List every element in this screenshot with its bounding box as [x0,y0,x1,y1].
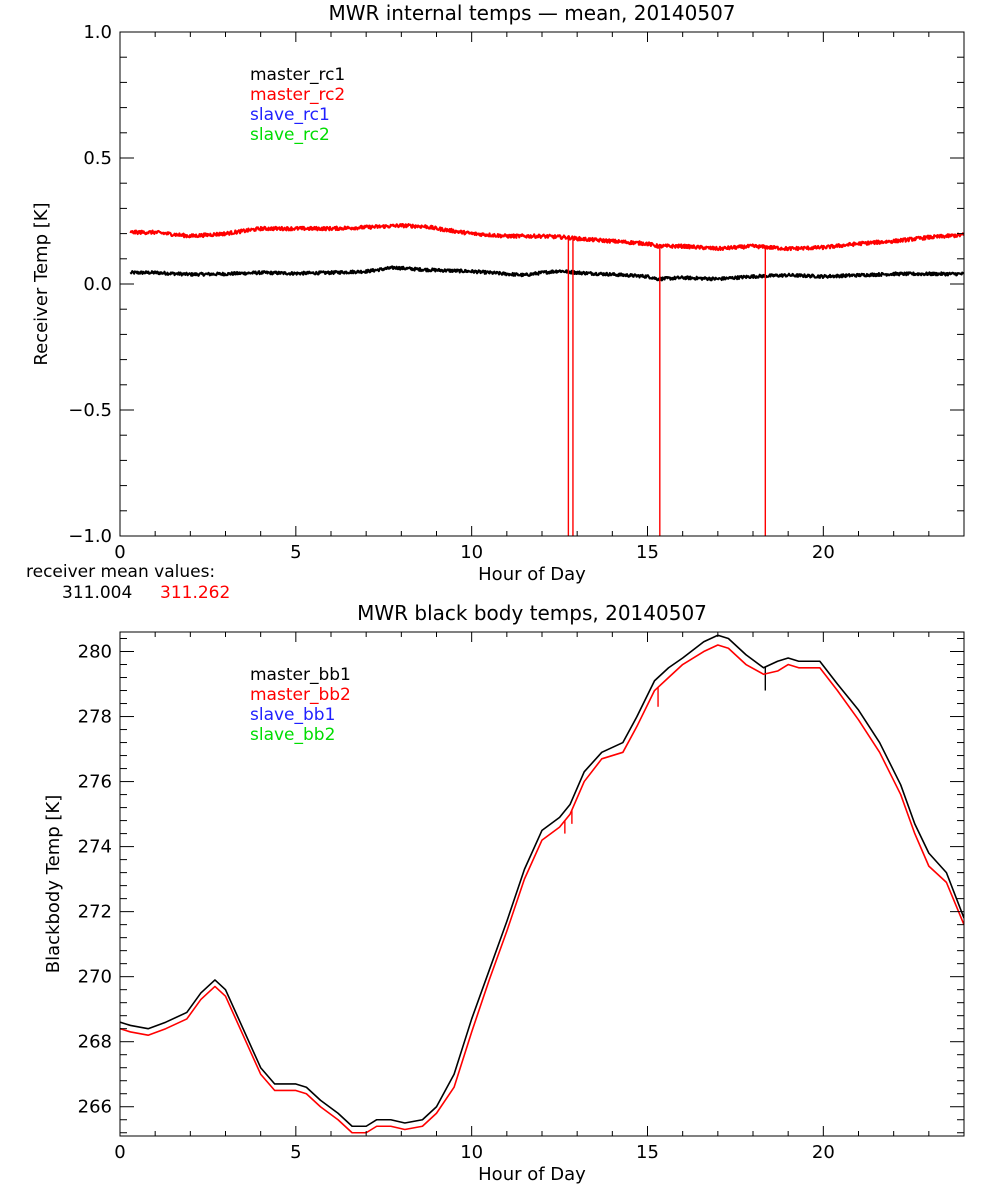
y-axis-label: Blackbody Temp [K] [43,795,64,973]
y-tick-label: 272 [78,902,112,923]
chart-title: MWR internal temps — mean, 20140507 [328,1,735,25]
x-tick-label: 20 [812,1142,835,1163]
x-tick-label: 0 [114,542,125,563]
y-tick-label: 0.5 [83,148,112,169]
legend-entry: master_bb1 [250,665,351,685]
y-tick-label: 274 [78,837,112,858]
x-tick-label: 20 [812,542,835,563]
y-tick-label: 276 [78,772,112,793]
x-axis-label: Hour of Day [478,564,586,585]
receiver-mean-master-value: 311.004 [62,583,132,603]
x-tick-label: 5 [290,542,301,563]
y-tick-label: −1.0 [68,526,112,547]
legend-entry: master_rc2 [250,85,345,105]
plot-frame [119,631,965,1137]
series-line-master_rc1 [129,265,964,282]
receiver-mean-label: receiver mean values: [26,562,215,582]
y-tick-label: −0.5 [68,400,112,421]
legend-entry: slave_bb2 [250,725,335,745]
plot-area [120,634,964,1134]
series-line-master_bb1 [120,634,964,1128]
receiver-mean-slave-value: 311.262 [160,583,230,603]
x-tick-label: 5 [290,1142,301,1163]
y-tick-label: 270 [78,967,112,988]
plot-frame [119,31,965,537]
legend-entry: slave_bb1 [250,705,335,725]
receiver-mean-block: receiver mean values: 311.004 311.262 [26,562,230,603]
chart-title: MWR black body temps, 20140507 [357,601,707,625]
legend-entry: slave_rc1 [250,105,330,125]
legend-entry: slave_rc2 [250,125,330,145]
series-line-master_bb2 [120,644,964,1134]
blackbody-temp-chart: MWR black body temps, 20140507 0 5 10 15 20 26… [43,601,965,1185]
legend-entry: master_rc1 [250,65,345,85]
plot-area [129,222,964,536]
x-axis-label: Hour of Day [478,1164,586,1185]
x-tick-label: 15 [636,1142,659,1163]
y-axis-label: Receiver Temp [K] [31,202,52,365]
legend-entry: master_bb2 [250,685,351,705]
x-tick-label: 0 [114,1142,125,1163]
y-tick-label: 280 [78,642,112,663]
x-tick-label: 10 [460,1142,483,1163]
series-line-master_rc2 [129,222,964,252]
y-tick-label: 1.0 [83,22,112,43]
y-tick-label: 266 [78,1097,112,1118]
y-tick-label: 0.0 [83,274,112,295]
y-tick-label: 268 [78,1032,112,1053]
x-tick-label: 10 [460,542,483,563]
x-tick-label: 15 [636,542,659,563]
y-tick-label: 278 [78,707,112,728]
receiver-temp-chart: MWR internal temps — mean, 20140507 0 5 10 1… [31,1,965,585]
